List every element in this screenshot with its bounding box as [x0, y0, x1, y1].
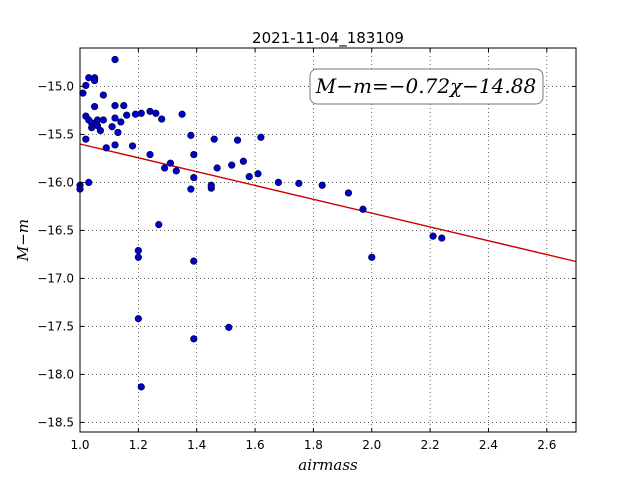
data-point	[90, 102, 99, 111]
y-tick-label: −15.5	[37, 127, 74, 141]
data-point	[225, 323, 233, 331]
data-point	[245, 173, 253, 181]
x-tick-label: 2.6	[537, 438, 556, 452]
data-point	[123, 111, 131, 119]
data-point	[274, 178, 283, 186]
data-point	[146, 150, 154, 159]
y-tick-label: −15.0	[37, 79, 74, 93]
data-point	[96, 126, 105, 135]
data-point	[152, 109, 160, 117]
data-point	[90, 77, 99, 85]
x-tick-label: 1.8	[304, 438, 323, 452]
data-point	[158, 115, 166, 123]
data-point	[239, 157, 247, 165]
data-point	[161, 164, 169, 172]
fit-line	[79, 143, 577, 263]
data-point	[187, 131, 195, 139]
data-point	[134, 246, 142, 255]
x-tick-label: 1.0	[70, 438, 89, 452]
data-point	[85, 178, 93, 186]
annotation-box	[309, 68, 544, 105]
annotation-text: M−m=−0.72χ−14.88	[315, 74, 536, 98]
data-point	[137, 109, 145, 117]
x-tick-label: 1.2	[129, 438, 148, 452]
data-point	[108, 123, 116, 131]
y-axis-label: M−m	[14, 219, 32, 262]
plot-frame	[79, 47, 577, 433]
x-axis-label: airmass	[298, 456, 358, 474]
data-point	[131, 110, 140, 118]
data-point	[111, 114, 119, 122]
data-point	[359, 205, 367, 213]
x-tick-label: 1.4	[187, 438, 206, 452]
data-point	[120, 101, 128, 110]
data-point	[114, 128, 122, 137]
data-point	[117, 118, 125, 126]
data-point	[228, 161, 236, 169]
data-point	[137, 383, 145, 391]
x-tick-label: 1.6	[246, 438, 265, 452]
data-point	[207, 181, 215, 189]
data-point	[190, 335, 198, 343]
y-tick-label: −16.5	[37, 223, 74, 237]
axis-ticks: 1.0 1.2 1.4 1.6 1.8 2.0 2.2 2.4 2.6 −15.0 −15.5 −16…	[37, 48, 576, 452]
data-point	[134, 315, 142, 323]
data-point	[166, 159, 175, 167]
y-tick-label: −16.0	[37, 175, 74, 189]
y-tick-label: −18.0	[37, 367, 74, 381]
grid	[80, 48, 576, 432]
data-point	[429, 232, 437, 240]
y-tick-label: −17.0	[37, 271, 74, 285]
data-point	[82, 81, 90, 90]
data-point	[257, 133, 265, 141]
data-point	[318, 181, 326, 189]
data-point	[79, 89, 87, 97]
data-point	[254, 170, 262, 178]
data-point	[99, 116, 107, 124]
data-point	[368, 253, 376, 261]
data-point	[99, 91, 107, 99]
data-point	[344, 189, 353, 197]
data-point	[82, 135, 90, 143]
data-point	[233, 136, 242, 144]
y-tick-label: −17.5	[37, 319, 74, 333]
data-point	[102, 144, 110, 152]
data-point	[187, 185, 195, 193]
data-point	[111, 141, 119, 149]
chart-title: 2021-11-04_183109	[252, 29, 404, 48]
x-tick-label: 2.2	[421, 438, 440, 452]
data-point	[172, 167, 180, 175]
data-point	[213, 164, 221, 172]
data-point	[190, 174, 198, 182]
y-tick-label: −18.5	[37, 415, 74, 429]
fit-line-group	[79, 143, 577, 263]
data-point	[190, 257, 198, 265]
data-point	[210, 135, 218, 143]
data-point	[111, 101, 119, 110]
data-point	[295, 179, 303, 187]
data-point	[134, 253, 142, 261]
data-point	[178, 110, 186, 118]
data-point	[128, 142, 137, 150]
data-points	[76, 55, 446, 391]
data-point	[155, 221, 163, 229]
data-point	[190, 150, 198, 159]
data-point	[111, 55, 119, 64]
equation-annotation: M−m=−0.72χ−14.88	[309, 68, 544, 105]
x-tick-label: 2.4	[479, 438, 498, 452]
data-point	[438, 234, 446, 242]
x-tick-label: 2.0	[362, 438, 381, 452]
